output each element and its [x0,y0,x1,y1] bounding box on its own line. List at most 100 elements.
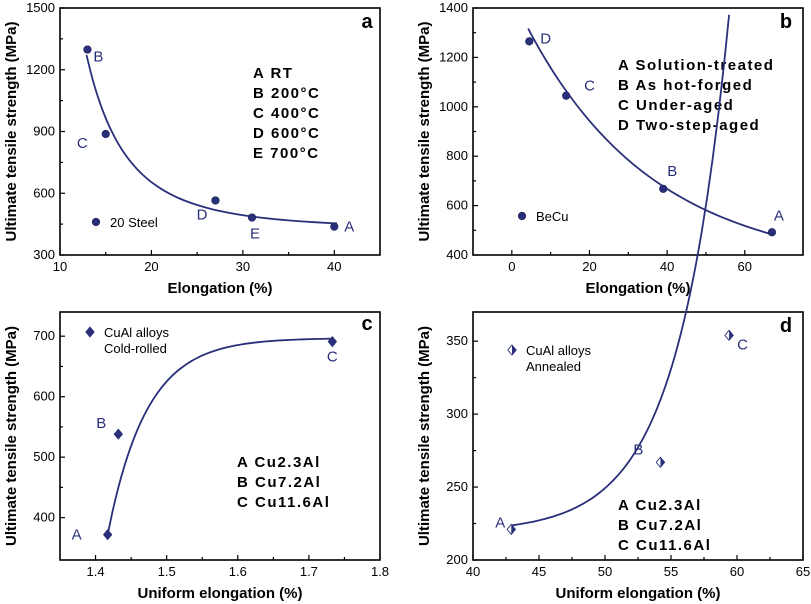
legend-marker [85,326,95,338]
x-tick-label: 20 [582,259,596,274]
y-tick-label: 500 [33,449,55,464]
data-point-c [724,329,734,342]
x-tick-label: 1.7 [300,564,318,579]
point-label: C [737,336,748,353]
fit-curve [511,14,730,527]
panel-tag: c [361,313,372,335]
x-tick-label: 65 [796,564,810,579]
x-axis-title: Uniform elongation (%) [138,585,303,602]
x-tick-label: 40 [327,259,341,274]
y-tick-label: 700 [33,328,55,343]
data-point-a [767,228,777,237]
y-axis-title: Ultimate tensile strength (MPa) [416,21,433,241]
y-tick-label: 300 [33,247,55,262]
x-tick-label: 30 [236,259,250,274]
point-label: B [667,163,677,180]
key-entry: C Cu11.6Al [618,537,711,554]
x-tick-label: 45 [532,564,546,579]
y-tick-label: 200 [446,552,468,567]
legend-text: Annealed [526,359,581,374]
point-label: A [774,207,784,224]
data-point-b [659,184,668,193]
panel-b: 0 20 40 60 400 600 800 1000 1200 1400 Elongation (… [416,0,804,297]
data-point-a [506,523,517,536]
x-tick-label: 1.8 [371,564,389,579]
key-entry: C Cu11.6Al [237,494,330,511]
fit-curve [106,337,333,535]
x-tick-label: 40 [660,259,674,274]
legend-text: CuAl alloys [526,343,592,358]
x-tick-label: 50 [598,564,612,579]
data-point-c [562,91,571,100]
point-label: C [77,135,88,152]
y-tick-label: 1000 [439,99,468,114]
key-entry: B 200°C [253,85,320,102]
panel-tag: b [780,11,792,33]
x-axis-title: Elongation (%) [586,280,691,297]
y-tick-label: 600 [33,389,55,404]
data-point-b-fill [660,457,665,468]
data-point-a [330,222,339,231]
y-tick-label: 600 [33,185,55,200]
x-tick-label: 10 [53,259,67,274]
key-entry: D Two-step-aged [618,117,760,134]
key-entry: C Under-aged [618,97,734,114]
legend-text: CuAl alloys [104,325,170,340]
point-label: C [584,78,595,95]
data-point-c [101,129,110,139]
data-point-d [211,196,220,205]
panel-tag: d [780,315,792,337]
x-tick-label: 1.5 [158,564,176,579]
key-entry: B Cu7.2Al [237,474,321,491]
y-tick-label: 1400 [439,0,468,15]
legend-text: Cold-rolled [104,341,167,356]
data-point-a-fill [511,524,516,535]
panel-c: 1.4 1.5 1.6 1.7 1.8 400 500 600 700 Uniform elong… [3,311,389,602]
y-tick-label: 1200 [26,62,55,77]
panel-tag: a [361,11,373,33]
legend-marker [507,344,517,356]
data-point-b [113,428,124,440]
y-axis-title: Ultimate tensile strength (MPa) [3,21,20,241]
y-tick-label: 600 [446,198,468,213]
y-tick-label: 1200 [439,49,468,64]
fit-curve [85,54,338,225]
legend-marker [517,211,527,221]
point-label: A [72,527,82,544]
y-tick-label: 350 [446,333,468,348]
point-label: E [250,226,260,243]
x-tick-label: 60 [738,259,752,274]
panel-a: 10 20 30 40 300 600 900 1200 1500 Elongation (%) U… [3,0,381,297]
key-entry: E 700°C [253,145,320,162]
plot-frame [59,311,381,561]
point-label: B [633,441,643,458]
x-tick-label: 55 [664,564,678,579]
x-tick-label: 40 [466,564,480,579]
panel-d: 40 45 50 55 60 65 200 250 300 350 Uniform elongati… [416,14,810,602]
data-point-b [655,456,666,468]
y-tick-label: 300 [446,406,468,421]
point-label: A [344,219,354,236]
x-tick-label: 20 [144,259,158,274]
y-axis-title: Ultimate tensile strength (MPa) [3,326,20,546]
x-tick-label: 1.4 [87,564,105,579]
key-entry: A Solution-treated [618,57,774,74]
data-point-c [327,336,338,348]
legend-text: 20 Steel [110,215,158,230]
point-label: D [540,30,551,47]
key-entry: B As hot-forged [618,77,753,94]
x-tick-label: 60 [730,564,744,579]
legend-marker [91,217,101,227]
point-label: B [93,49,103,66]
y-tick-label: 1500 [26,0,55,15]
y-tick-label: 400 [446,247,468,262]
x-tick-label: 1.6 [229,564,247,579]
key-entry: C 400°C [253,105,320,122]
key-entry: D 600°C [253,125,320,142]
y-tick-label: 250 [446,479,468,494]
x-axis-title: Uniform elongation (%) [556,585,721,602]
key-entry: A RT [253,65,293,82]
data-point-e [247,213,257,222]
x-axis-title: Elongation (%) [168,280,273,297]
